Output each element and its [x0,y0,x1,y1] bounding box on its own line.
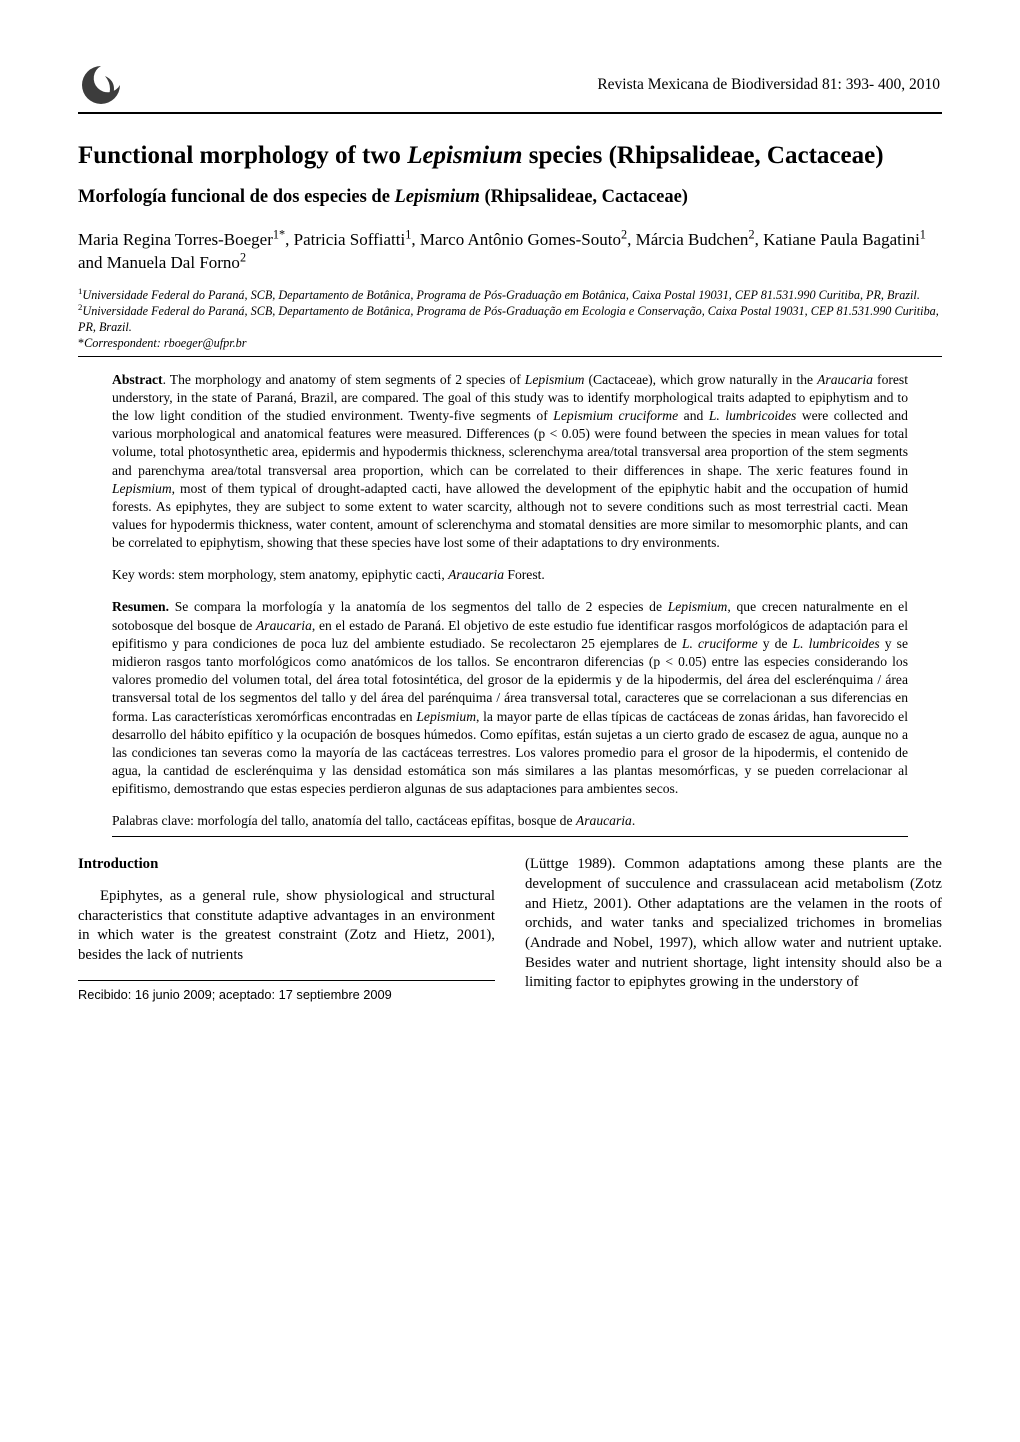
page-header: Revista Mexicana de Biodiversidad 81: 39… [78,62,942,108]
kw-es-label: Palabras clave: [112,813,197,828]
title-en-genus: Lepismium [407,142,522,169]
kw-en-pre: stem morphology, stem anatomy, epiphytic… [178,567,448,582]
abs-en-b1: . The morphology and anatomy of stem seg… [163,372,525,387]
author-1-affil: 1* [273,228,285,242]
author-5-affil: 1 [920,228,926,242]
section-heading-introduction: Introduction [78,855,495,875]
keywords-es: Palabras clave: morfología del tallo, an… [112,812,908,830]
sep-and: and [78,253,107,272]
abstract-es: Resumen. Se compara la morfología y la a… [112,598,908,798]
abs-en-b6: , most of them typical of drought-adapte… [112,481,908,551]
author-6: Manuela Dal Forno [107,253,240,272]
received-accepted-footnote: Recibido: 16 junio 2009; aceptado: 17 se… [78,986,495,1003]
affil-2-text: Universidade Federal do Paraná, SCB, Dep… [78,304,939,334]
abs-en-i5: Lepismium [112,481,172,496]
abs-es-i5: Lepismium [416,709,476,724]
title-es-suffix: (Rhipsalideae, Cactaceae) [480,187,688,207]
kw-en-post: Forest. [504,567,545,582]
keywords-en: Key words: stem morphology, stem anatomy… [112,566,908,584]
affiliation-1: 1Universidade Federal do Paraná, SCB, De… [78,287,942,303]
abstract-en: Abstract. The morphology and anatomy of … [112,371,908,553]
abs-en-i2: Araucaria [817,372,873,387]
kw-es-post: . [632,813,635,828]
journal-logo-icon [78,62,124,108]
abs-es-i1: Lepismium [668,599,728,614]
journal-reference: Revista Mexicana de Biodiversidad 81: 39… [124,76,942,94]
author-4: Márcia Budchen [636,230,749,249]
abs-es-b4: y de [758,636,793,651]
title-en-suffix: species (Rhipsalideae, Cactaceae) [522,142,883,169]
body-columns: Introduction Epiphytes, as a general rul… [78,855,942,1002]
author-6-affil: 2 [240,251,246,265]
kw-es-pre: morfología del tallo, anatomía del tallo… [197,813,576,828]
sep: , [627,230,636,249]
affil-rule [78,356,942,357]
correspondent: *Correspondent: rboeger@ufpr.br [78,335,942,351]
sep: , [411,230,420,249]
header-rule [78,112,942,114]
title-en-prefix: Functional morphology of two [78,142,407,169]
abstract-en-label: Abstract [112,372,163,387]
abs-en-i4: L. lumbricoides [709,408,796,423]
author-3: Marco Antônio Gomes-Souto [420,230,621,249]
author-1: Maria Regina Torres-Boeger [78,230,273,249]
abs-en-b2: (Cactaceae), which grow naturally in the [584,372,817,387]
footnote-rule [78,980,495,981]
abs-en-b4: and [678,408,709,423]
article-title-es: Morfología funcional de dos especies de … [78,185,942,209]
title-es-genus: Lepismium [395,187,480,207]
title-es-prefix: Morfología funcional de dos especies de [78,187,395,207]
column-right: (Lüttge 1989). Common adaptations among … [525,855,942,1002]
abstract-rule [112,836,908,837]
corr-text: Correspondent: rboeger@ufpr.br [84,336,246,350]
abstract-es-label: Resumen. [112,599,169,614]
kw-en-label: Key words: [112,567,178,582]
abs-es-b1: Se compara la morfología y la anatomía d… [169,599,668,614]
author-list: Maria Regina Torres-Boeger1*, Patricia S… [78,229,942,275]
abstract-container: Abstract. The morphology and anatomy of … [112,371,908,831]
intro-para-right: (Lüttge 1989). Common adaptations among … [525,855,942,993]
abs-es-i3: L. cruciforme [682,636,758,651]
sep: , [285,230,294,249]
intro-para-left: Epiphytes, as a general rule, show physi… [78,887,495,966]
abs-es-i4: L. lumbricoides [793,636,880,651]
affil-1-text: Universidade Federal do Paraná, SCB, Dep… [82,288,919,302]
column-left: Introduction Epiphytes, as a general rul… [78,855,495,1002]
author-2: Patricia Soffiatti [294,230,406,249]
article-title-en: Functional morphology of two Lepismium s… [78,140,942,171]
author-5: Katiane Paula Bagatini [763,230,920,249]
abs-en-i1: Lepismium [525,372,585,387]
page: Revista Mexicana de Biodiversidad 81: 39… [0,0,1020,1442]
sep: , [755,230,764,249]
kw-es-ital: Araucaria [576,813,632,828]
affiliations: 1Universidade Federal do Paraná, SCB, De… [78,287,942,351]
kw-en-ital: Araucaria [448,567,504,582]
affiliation-2: 2Universidade Federal do Paraná, SCB, De… [78,303,942,335]
abs-es-i2: Araucaria [256,618,312,633]
abs-en-i3: Lepismium cruciforme [553,408,678,423]
